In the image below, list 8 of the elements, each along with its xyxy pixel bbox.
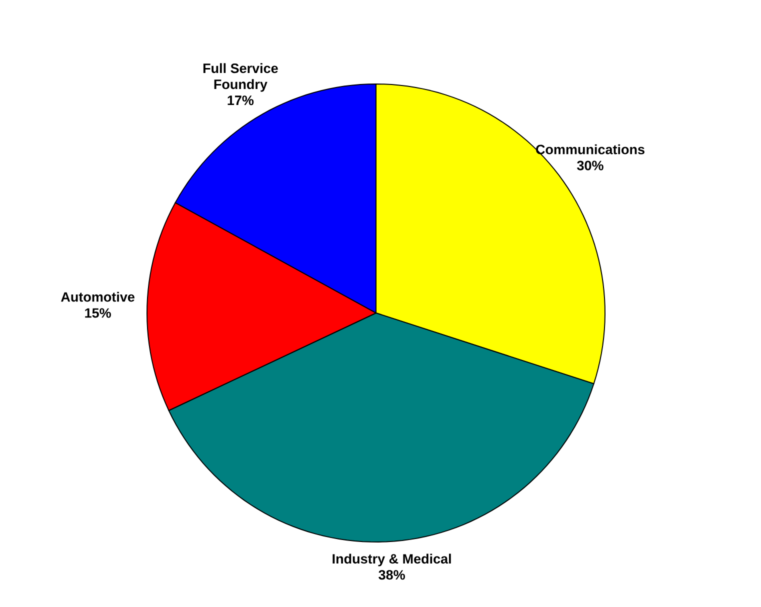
data-label: 17% bbox=[228, 96, 254, 106]
data-label: 15% bbox=[85, 308, 111, 318]
slice-label: Communications bbox=[536, 144, 644, 154]
slice-label: Industry & Medical bbox=[332, 554, 451, 566]
data-label: 38% bbox=[378, 570, 405, 580]
data-label: 30% bbox=[577, 160, 604, 170]
slice-label: Full Service Foundry bbox=[203, 63, 278, 92]
slice-label: Automotive bbox=[61, 292, 134, 302]
